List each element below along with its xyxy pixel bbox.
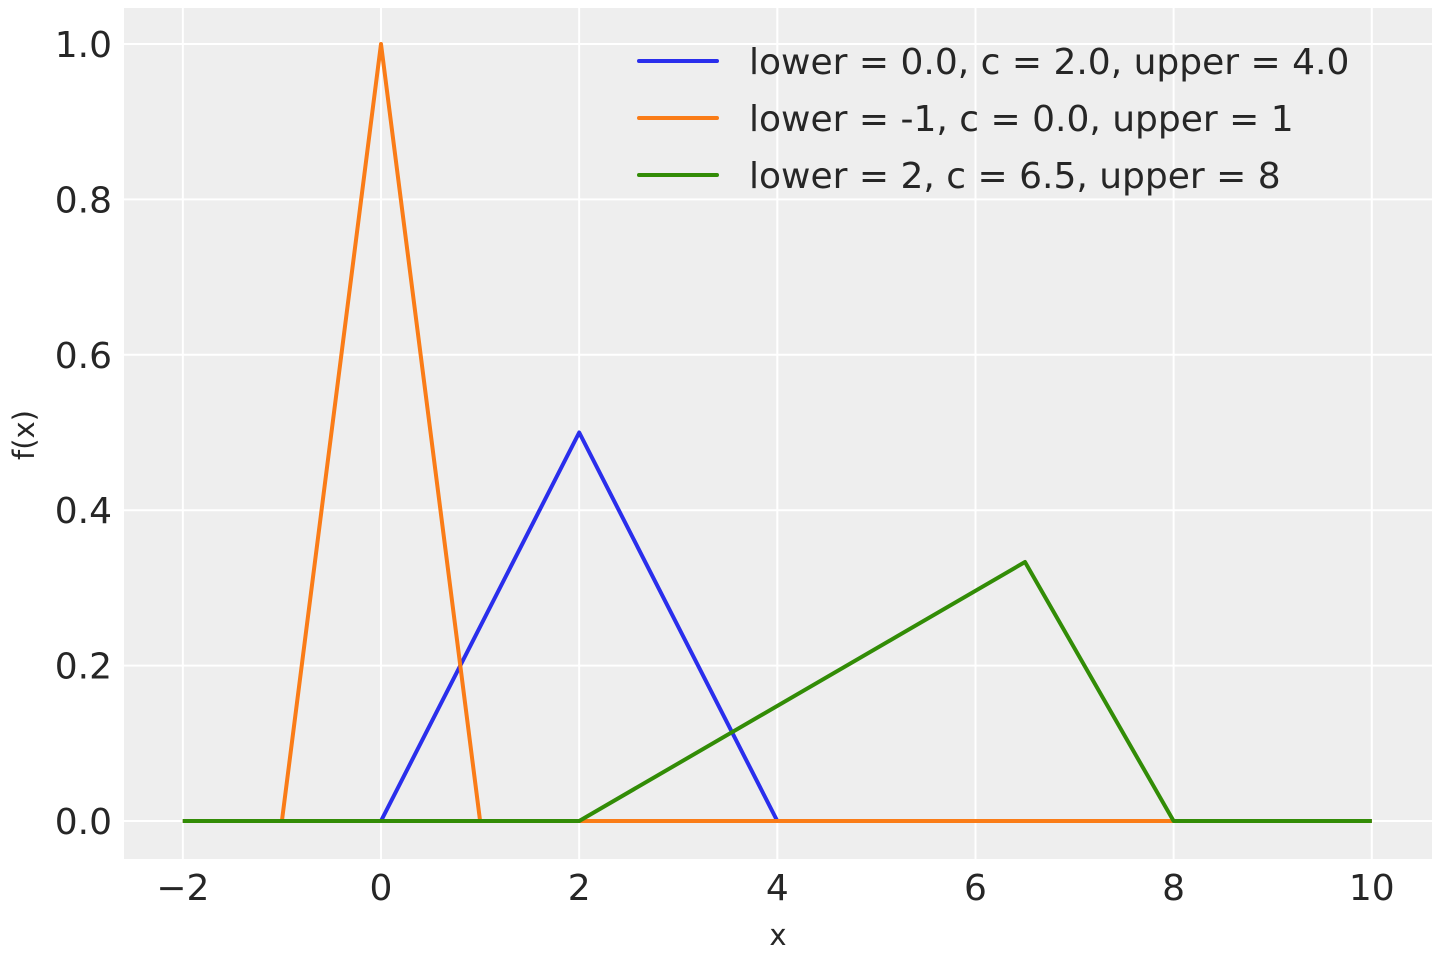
y-tick-label: 0.2 <box>55 647 112 688</box>
y-tick-label: 0.0 <box>55 802 112 843</box>
x-tick-label: 10 <box>1349 868 1395 909</box>
y-tick-label: 1.0 <box>55 25 112 66</box>
x-tick-label: −2 <box>156 868 209 909</box>
y-tick-label: 0.8 <box>55 180 112 221</box>
y-tick-label: 0.6 <box>55 336 112 377</box>
x-axis-label: x <box>769 918 786 952</box>
y-ticks: 0.0 0.2 0.4 0.6 0.8 1.0 <box>55 25 112 843</box>
x-tick-label: 0 <box>370 868 393 909</box>
x-ticks: −2 0 2 4 6 8 10 <box>156 868 1394 909</box>
x-tick-label: 6 <box>964 868 987 909</box>
series-line-3 <box>182 560 1372 823</box>
x-tick-label: 8 <box>1162 868 1185 909</box>
x-tick-label: 2 <box>568 868 591 909</box>
legend-label-2: lower = -1, c = 0.0, upper = 1 <box>749 99 1294 140</box>
legend-label-1: lower = 0.0, c = 2.0, upper = 4.0 <box>749 42 1349 83</box>
x-tick-label: 4 <box>766 868 789 909</box>
legend: lower = 0.0, c = 2.0, upper = 4.0 lower =… <box>637 42 1349 197</box>
y-tick-label: 0.4 <box>55 491 112 532</box>
y-axis-label: f(x) <box>7 410 41 460</box>
series-lines <box>182 42 1372 823</box>
legend-label-3: lower = 2, c = 6.5, upper = 8 <box>749 156 1281 197</box>
